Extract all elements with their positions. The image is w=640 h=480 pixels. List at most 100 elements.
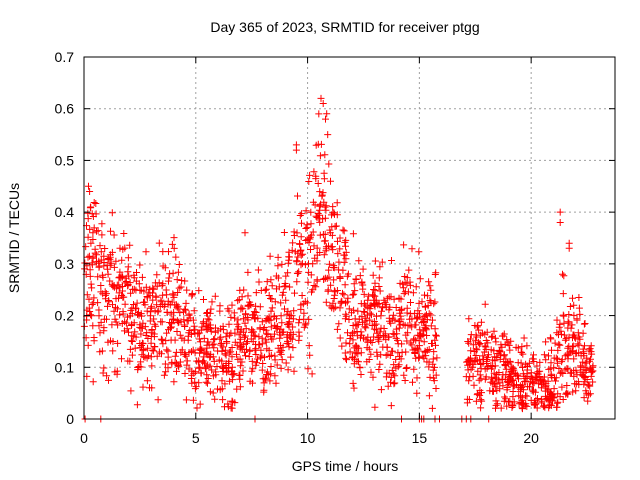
data-point (107, 227, 114, 235)
data-point (349, 291, 357, 299)
data-point (282, 282, 290, 290)
data-point (550, 394, 558, 402)
data-point (341, 238, 349, 246)
data-point (97, 248, 105, 256)
data-point (249, 379, 256, 387)
data-point (541, 403, 549, 411)
data-point (406, 339, 414, 347)
data-point (357, 328, 365, 336)
data-point (307, 246, 314, 253)
data-point (243, 346, 250, 354)
data-point (312, 141, 320, 149)
data-point (416, 326, 424, 334)
data-point-peak (324, 131, 332, 139)
data-point (236, 383, 244, 391)
data-point (560, 312, 568, 320)
data-point (550, 385, 558, 393)
data-point (364, 338, 372, 346)
data-point (369, 373, 377, 381)
data-point (182, 299, 190, 307)
data-point (559, 370, 567, 377)
data-point (164, 353, 172, 361)
data-point (385, 314, 393, 322)
data-point (496, 379, 504, 387)
data-point (89, 378, 97, 386)
data-point-peak (319, 100, 327, 107)
data-point (497, 351, 505, 359)
data-point (85, 252, 93, 260)
data-point (476, 386, 484, 394)
data-point (314, 180, 322, 187)
data-point (242, 310, 250, 318)
data-point (467, 347, 475, 355)
data-point (244, 314, 252, 321)
data-point (261, 353, 268, 361)
data-point (431, 363, 438, 371)
data-point (277, 364, 285, 372)
data-point (293, 229, 301, 237)
data-point (259, 375, 267, 383)
tick-labels-layer: 0 0.1 0.2 0.3 0.4 0.5 0.6 0.7 0 5 10 15 20 (55, 49, 540, 446)
data-point (266, 252, 274, 260)
data-point (327, 177, 334, 185)
data-point (464, 361, 472, 369)
data-point (98, 271, 106, 279)
data-point (182, 396, 190, 404)
data-point (155, 239, 163, 247)
data-point (149, 289, 156, 297)
data-point (159, 248, 167, 256)
data-point (109, 282, 117, 290)
data-point-peak (315, 110, 323, 118)
data-point (512, 343, 520, 351)
data-point (106, 251, 114, 259)
data-point (565, 311, 573, 318)
data-point (546, 388, 554, 396)
data-point (86, 225, 94, 233)
data-point (477, 318, 485, 326)
data-point (584, 397, 592, 405)
data-point (283, 333, 291, 341)
data-point (333, 211, 341, 219)
data-point (284, 269, 292, 277)
data-point (378, 307, 385, 315)
plot-frame (83, 56, 616, 420)
data-point (356, 364, 364, 372)
data-point (233, 350, 240, 358)
data-point (342, 299, 349, 307)
data-point (390, 380, 398, 388)
data-point (585, 346, 593, 354)
data-point (139, 347, 147, 355)
data-point (185, 349, 193, 357)
data-point (583, 389, 591, 397)
data-point (532, 396, 540, 404)
data-point-peak (292, 146, 300, 154)
data-point (539, 378, 547, 386)
data-point (150, 315, 158, 323)
data-point (130, 271, 138, 279)
data-point (84, 233, 92, 241)
data-point (372, 299, 380, 307)
data-point (470, 381, 478, 389)
data-point (376, 263, 384, 271)
data-point (128, 332, 136, 340)
data-point (84, 341, 92, 349)
data-point (307, 220, 315, 228)
data-point (474, 322, 482, 330)
data-point (131, 344, 139, 352)
data-point (193, 404, 201, 412)
data-point (336, 304, 344, 312)
data-point (509, 364, 517, 372)
data-point (235, 331, 243, 339)
data-point (173, 328, 181, 335)
data-point (149, 296, 157, 304)
data-point (248, 367, 256, 375)
data-point (529, 375, 536, 383)
data-point (471, 337, 479, 345)
data-point (105, 297, 113, 304)
data-point (90, 337, 98, 345)
data-point (558, 383, 566, 391)
data-point (360, 290, 368, 298)
data-point (290, 367, 298, 375)
data-point (222, 333, 230, 341)
data-point (536, 367, 544, 375)
